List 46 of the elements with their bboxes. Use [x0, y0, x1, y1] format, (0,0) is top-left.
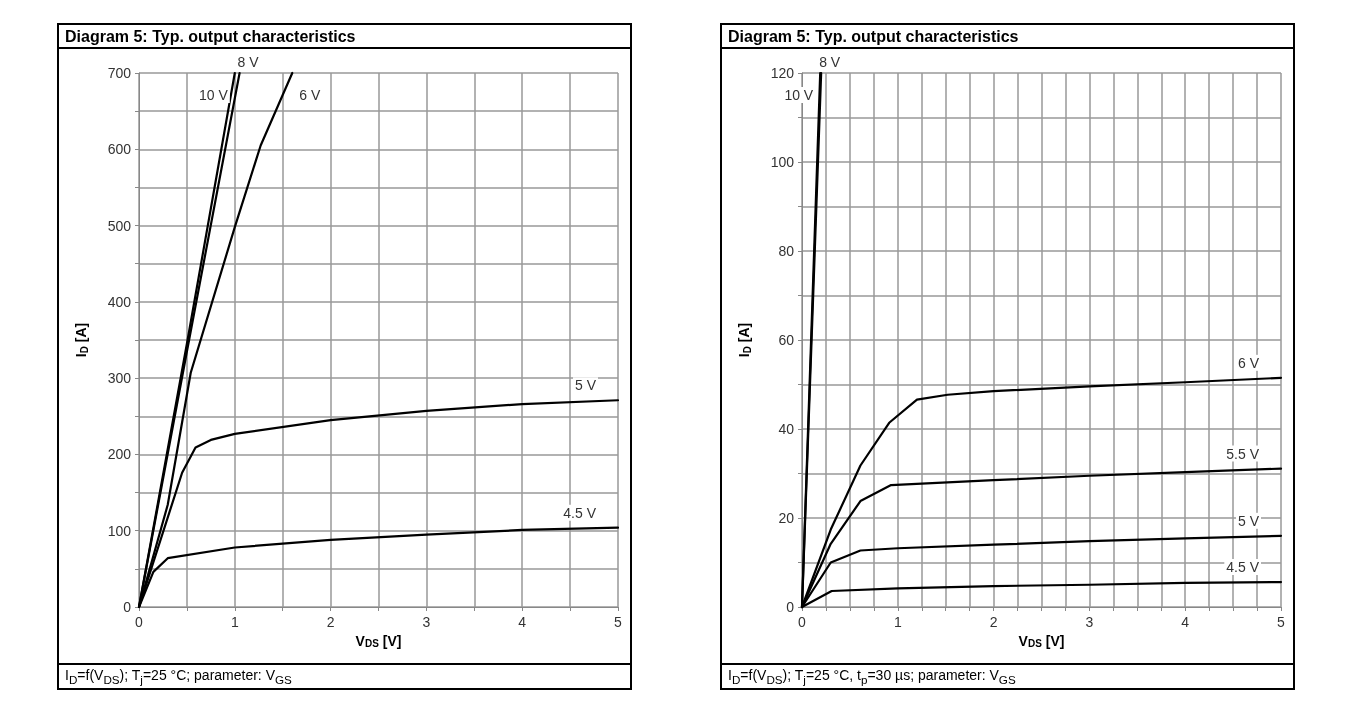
y-tick-label: 60	[778, 332, 795, 348]
x-axis-title: VDS [V]	[1018, 632, 1065, 650]
text: I$_{D}$=f(V$_{DS}$); T$_{j}$=25 °C; parameter: V$_{GS}$	[65, 667, 293, 686]
y-tick-label: 300	[107, 370, 132, 387]
y-tick-label: 100	[770, 154, 795, 170]
x-axis-title: VDS [V]	[355, 632, 402, 650]
y-tick-label: 700	[107, 65, 132, 81]
x-tick-label: 2	[989, 614, 998, 630]
x-tick-label: 1	[893, 614, 902, 630]
y-tick-label: 120	[770, 65, 795, 81]
y-tick-label: 100	[107, 522, 132, 539]
y-tick-label: 0	[786, 599, 795, 615]
x-tick-label: 4	[518, 614, 527, 630]
series-label: 5 V	[574, 377, 597, 394]
x-tick-label: 0	[135, 614, 144, 630]
text: I$_{D}$=f(V$_{DS}$); T$_{j}$=25 °C, t$_{p}$=30 µs; parameter: V$_{GS}$	[728, 667, 1016, 686]
series-label: 5 V	[1237, 512, 1260, 529]
series-label: 8 V	[237, 54, 260, 70]
chart-title: Diagram 5: Typ. output characteristics	[59, 25, 630, 49]
series-label: 4.5 V	[563, 504, 597, 521]
x-tick-label: 3	[422, 614, 431, 630]
x-tick-label: 1	[230, 614, 239, 630]
y-tick-label: 80	[778, 243, 795, 259]
x-tick-label: 5	[614, 614, 623, 630]
x-tick-label: 3	[1085, 614, 1094, 630]
y-tick-label: 40	[778, 421, 795, 437]
y-tick-label: 400	[107, 293, 132, 310]
x-tick-label: 4	[1181, 614, 1190, 630]
y-axis-title: ID [A]	[736, 322, 753, 358]
y-tick-label: 500	[107, 217, 132, 234]
series-label: 10 V	[198, 87, 229, 103]
y-tick-label: 20	[778, 510, 795, 526]
y-axis-title: ID [A]	[73, 322, 90, 358]
y-tick-label: 200	[107, 446, 132, 463]
x-tick-label: 2	[326, 614, 335, 630]
series-label: 4.5 V	[1226, 559, 1260, 576]
x-tick-label: 0	[798, 614, 807, 630]
chart-title: Diagram 5: Typ. output characteristics	[722, 25, 1293, 49]
x-tick-label: 5	[1277, 614, 1286, 630]
series-label: 8 V	[819, 54, 841, 70]
y-tick-label: 0	[123, 599, 132, 615]
series-label: 6 V	[1237, 354, 1260, 371]
y-tick-label: 600	[107, 141, 132, 158]
series-label: 5.5 V	[1226, 445, 1260, 462]
series-label: 10 V	[784, 87, 814, 103]
series-label: 6 V	[299, 87, 321, 103]
